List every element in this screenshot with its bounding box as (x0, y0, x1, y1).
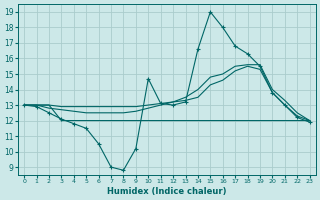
X-axis label: Humidex (Indice chaleur): Humidex (Indice chaleur) (107, 187, 227, 196)
